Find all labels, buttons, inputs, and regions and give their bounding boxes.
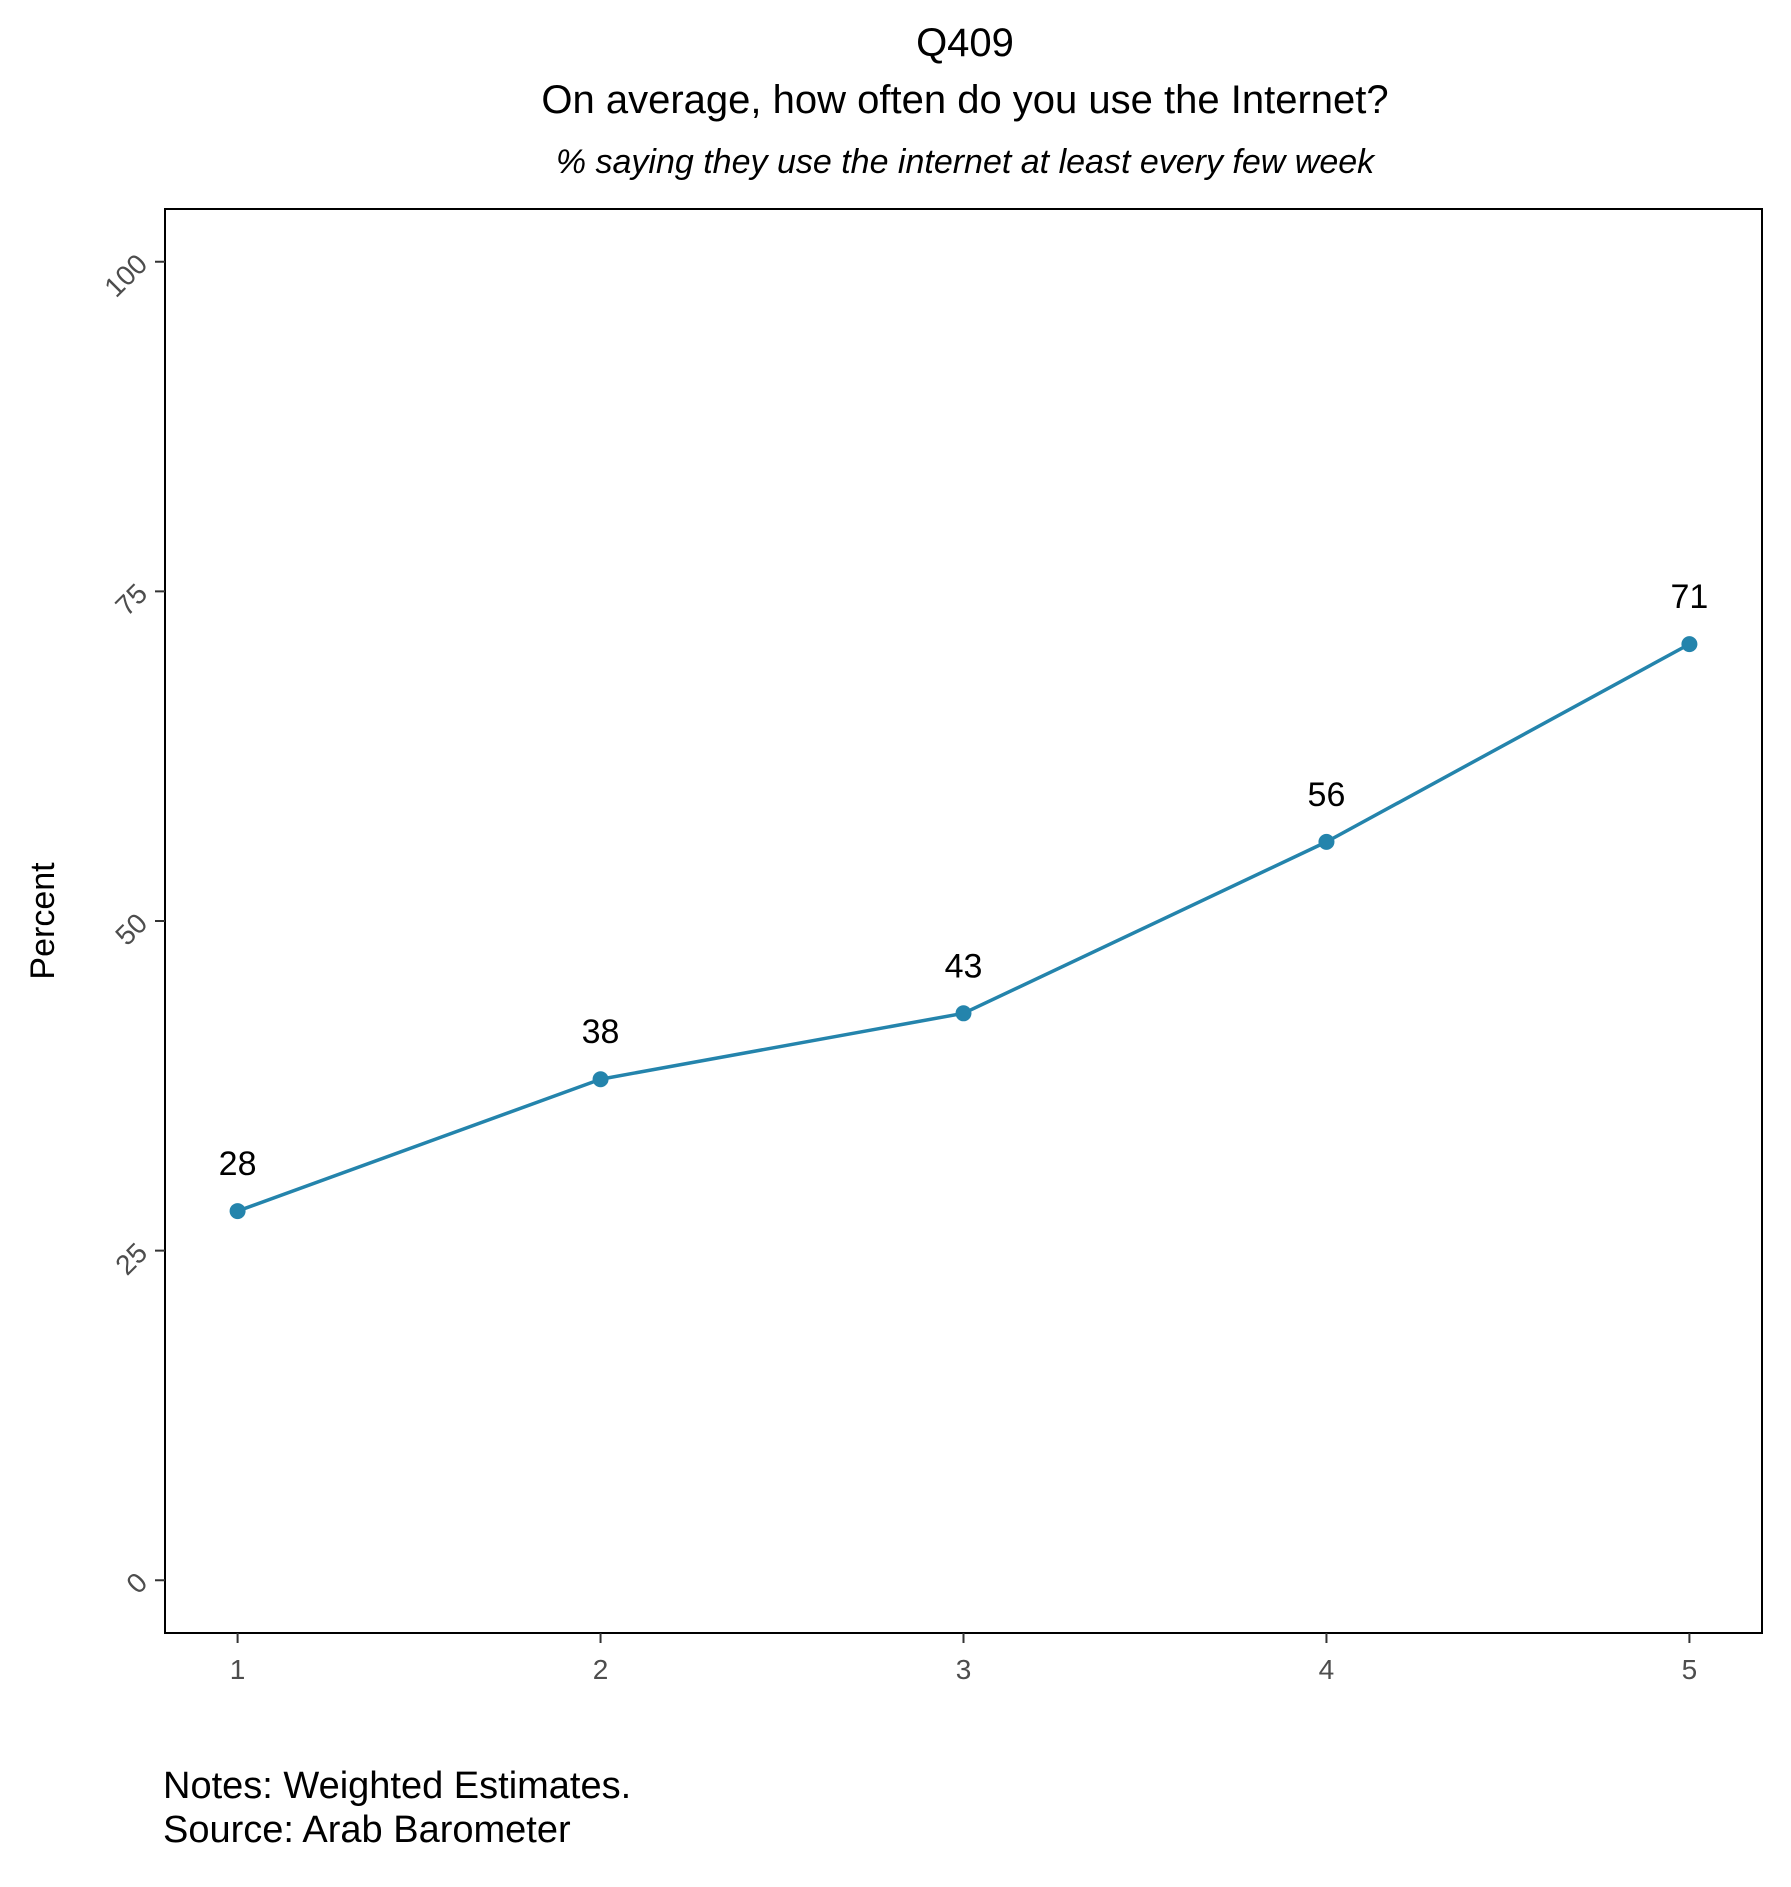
- y-tick-label: 100: [98, 248, 153, 303]
- notes-caption: Notes: Weighted Estimates.: [163, 1765, 632, 1807]
- x-tick-label: 1: [230, 1654, 246, 1685]
- data-label: 43: [945, 947, 983, 985]
- plot-panel: [164, 208, 1763, 1634]
- y-tick-label: 50: [109, 907, 153, 951]
- y-tick-label: 0: [120, 1567, 153, 1600]
- y-axis-title: Percent: [24, 862, 62, 980]
- x-tick-label: 4: [1319, 1654, 1335, 1685]
- data-point: [229, 1203, 246, 1220]
- data-label: 38: [582, 1013, 620, 1051]
- data-label: 28: [219, 1145, 257, 1183]
- data-point: [1318, 833, 1335, 850]
- data-point: [592, 1071, 609, 1088]
- data-label: 56: [1308, 776, 1346, 814]
- y-axis: 0 25 50 75 100: [98, 248, 165, 1600]
- chart-subtitle: On average, how often do you use the Int…: [541, 78, 1388, 122]
- series-layer: 28 38 43 56 71: [219, 578, 1708, 1220]
- y-tick-label: 75: [109, 578, 153, 622]
- x-tick-label: 5: [1682, 1654, 1698, 1685]
- data-label: 71: [1670, 578, 1708, 616]
- y-tick-label: 25: [109, 1237, 153, 1281]
- x-tick-label: 3: [956, 1654, 972, 1685]
- chart-title: Q409: [916, 21, 1014, 65]
- x-tick-label: 2: [593, 1654, 609, 1685]
- data-point: [955, 1005, 972, 1022]
- x-axis: 1 2 3 4 5: [230, 1633, 1697, 1685]
- chart-description: % saying they use the internet at least …: [556, 143, 1376, 181]
- source-caption: Source: Arab Barometer: [163, 1809, 571, 1851]
- data-point: [1681, 636, 1698, 653]
